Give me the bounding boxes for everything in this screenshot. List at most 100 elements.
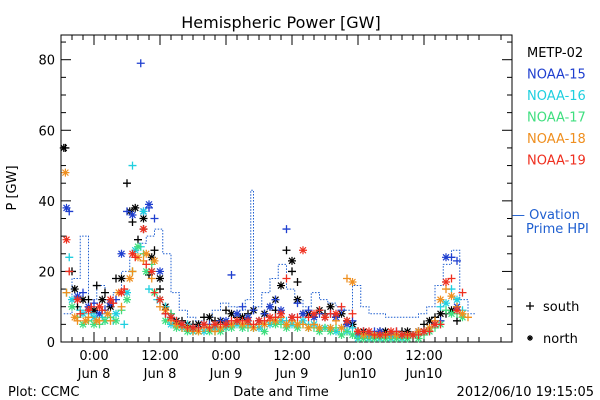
noaa-19-north-point <box>167 313 175 322</box>
x-tick-date-label: Jun 9 <box>275 367 309 382</box>
marker-legend-label: south <box>543 300 579 315</box>
noaa-19-north-point <box>84 306 93 315</box>
legend-series-label: METP-02 <box>527 46 583 61</box>
metp-02-south-point <box>420 320 428 329</box>
x-tick-date-label: Jun 8 <box>77 367 111 382</box>
noaa-19-north-point <box>277 309 285 318</box>
noaa-19-south-point <box>76 309 85 318</box>
noaa-16-north-point <box>453 295 461 304</box>
legend: METP-02 NOAA-15 NOAA-16 NOAA-17 NOAA-18 NOAA-… <box>527 46 586 169</box>
noaa-19-south-point <box>315 306 324 315</box>
ovation-label-2: Prime HPI <box>526 222 589 237</box>
chart-title: Hemispheric Power [GW] <box>181 13 380 32</box>
noaa-15-south-point <box>238 302 247 311</box>
x-tick-date-label: Jun10 <box>339 367 377 382</box>
y-axis: 0 20 40 60 80 <box>38 41 512 351</box>
y-axis-label: P [GW] <box>5 165 20 210</box>
legend-series-label: NOAA-16 <box>527 89 586 104</box>
noaa-19-north-point <box>420 327 428 336</box>
noaa-18-north-point <box>304 323 313 332</box>
y-tick-label: 60 <box>38 124 55 139</box>
marker-legend-label: north <box>543 332 578 347</box>
noaa-19-north-point <box>200 320 208 329</box>
noaa-15-south-point <box>227 270 236 279</box>
noaa-19-south-point <box>348 309 357 318</box>
noaa-19-north-point <box>376 330 384 339</box>
noaa-18-south-point <box>117 302 126 311</box>
noaa-17-north-point <box>260 327 269 336</box>
noaa-16-south-point <box>120 320 129 329</box>
ovation-line <box>63 189 477 322</box>
noaa-15-north-point <box>128 210 137 219</box>
x-tick-time-label: 12:00 <box>273 349 310 364</box>
noaa-19-north-point <box>365 327 373 336</box>
noaa-15-north-point <box>233 309 241 318</box>
noaa-18-south-point <box>310 320 318 329</box>
noaa-18-north-point <box>282 320 291 329</box>
legend-series-label: NOAA-18 <box>527 132 586 147</box>
y-tick-label: 80 <box>38 54 55 69</box>
x-tick-time-label: 0:00 <box>211 349 240 364</box>
noaa-15-south-point <box>282 225 291 234</box>
plot-credit: Plot: CCMC <box>8 385 79 400</box>
noaa-16-north-point <box>131 246 140 255</box>
legend-series-label: NOAA-17 <box>527 111 586 126</box>
noaa-16-south-point <box>436 302 445 311</box>
legend-series-label: NOAA-19 <box>527 154 586 169</box>
noaa-18-north-point <box>348 278 357 287</box>
ovation-prime-hpi-line <box>63 189 477 322</box>
noaa-15-north-point <box>145 200 153 209</box>
noaa-19-north-point <box>288 313 296 322</box>
y-tick-label: 0 <box>47 336 55 351</box>
noaa-18-south-point <box>62 288 71 297</box>
noaa-17-north-point <box>161 316 170 325</box>
metp-02-north-point <box>425 316 434 325</box>
noaa-19-north-point <box>95 302 104 311</box>
marker-legend-symbol-plus <box>526 302 534 310</box>
x-tick-time-label: 0:00 <box>343 349 372 364</box>
noaa-18-south-point <box>156 302 164 311</box>
noaa-19-south-point <box>249 320 258 329</box>
noaa-15-north-point <box>442 253 450 262</box>
noaa-19-south-point <box>205 323 214 332</box>
noaa-18-north-point <box>436 295 445 304</box>
noaa-19-south-point <box>172 316 181 325</box>
marker-legend-symbol-star <box>527 335 533 341</box>
noaa-19-north-point <box>299 246 307 255</box>
noaa-16-north-point <box>123 288 131 297</box>
noaa-19-north-point <box>398 330 406 339</box>
noaa-17-north-point <box>90 320 98 329</box>
metp-02-south-point <box>92 281 101 290</box>
metp-02-north-point <box>139 214 148 223</box>
noaa-19-south-point <box>282 274 291 283</box>
noaa-17-north-point <box>348 330 357 339</box>
noaa-18-south-point <box>106 316 115 325</box>
noaa-19-south-point <box>65 267 74 276</box>
noaa-19-south-point <box>337 302 346 311</box>
noaa-19-north-point <box>431 320 439 329</box>
metp-02-north-point <box>326 302 335 311</box>
x-tick-time-label: 12:00 <box>405 349 442 364</box>
metp-02-south-point <box>293 278 302 287</box>
noaa-19-north-point <box>244 316 252 325</box>
noaa-18-south-point <box>128 267 137 276</box>
metp-02-north-point <box>131 203 140 212</box>
noaa-19-south-point <box>458 288 467 297</box>
noaa-19-north-point <box>343 316 351 325</box>
noaa-15-north-point <box>156 267 164 276</box>
data-points <box>59 59 472 343</box>
metp-02-south-point <box>128 218 137 227</box>
noaa-18-north-point <box>81 316 90 325</box>
metp-02-north-point <box>205 313 214 322</box>
noaa-15-south-point <box>123 207 131 216</box>
noaa-18-north-point <box>92 316 101 325</box>
noaa-17-north-point <box>123 295 131 304</box>
noaa-17-north-point <box>142 267 151 276</box>
noaa-15-south-point <box>453 256 461 265</box>
noaa-16-north-point <box>90 313 98 322</box>
noaa-16-south-point <box>145 285 153 294</box>
noaa-19-south-point <box>447 274 456 283</box>
noaa-15-south-point <box>304 306 313 315</box>
noaa-15-south-point <box>293 299 302 308</box>
noaa-16-north-point <box>68 295 76 304</box>
